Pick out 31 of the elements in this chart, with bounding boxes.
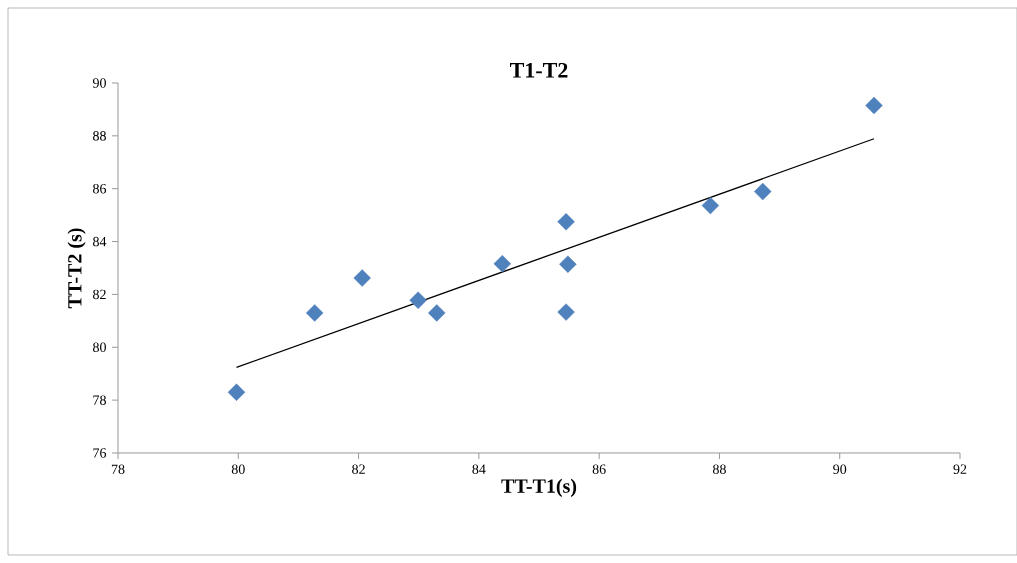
x-tick-label: 88: [712, 464, 726, 474]
point: [557, 303, 575, 321]
y-tick-label: 80: [93, 342, 106, 352]
point: [754, 182, 772, 201]
point: [409, 291, 427, 309]
point: [493, 255, 512, 273]
point: [353, 269, 371, 287]
x-tick-label: 80: [231, 464, 245, 474]
point: [428, 304, 446, 322]
point: [227, 383, 246, 401]
point: [557, 213, 575, 231]
y-tick-label: 86: [93, 183, 107, 194]
x-tick-label: 86: [592, 464, 606, 474]
y-tick-label: 82: [93, 289, 106, 300]
point: [305, 304, 324, 322]
y-tick-label: 76: [93, 448, 107, 458]
x-tick-label: 78: [111, 464, 125, 474]
y-tick-label: 90: [92, 78, 106, 88]
x-axis-title: TT-T1(s): [501, 478, 577, 497]
point: [865, 96, 883, 115]
y-tick-label: 88: [93, 131, 106, 141]
y-axis-title: TT-T2 (s): [67, 228, 86, 309]
chart-title: T1-T2: [510, 62, 568, 78]
x-tick-label: 92: [953, 464, 967, 474]
y-tick-label: 84: [93, 236, 107, 247]
x-tick-label: 82: [352, 464, 365, 474]
point: [701, 196, 720, 215]
y-tick-label: 78: [93, 395, 106, 405]
point: [559, 255, 577, 273]
x-tick-label: 90: [833, 464, 847, 474]
x-tick-label: 84: [472, 464, 486, 474]
